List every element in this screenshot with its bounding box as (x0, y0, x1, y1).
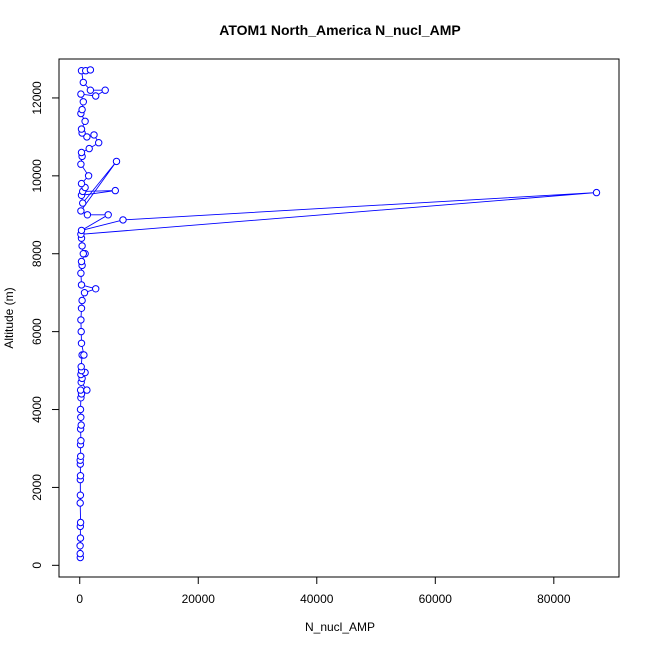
data-point (112, 157, 121, 166)
data-point (77, 226, 86, 235)
data-point (79, 78, 88, 87)
data-point (77, 179, 86, 188)
data-point (76, 549, 84, 558)
data-point (85, 144, 93, 153)
data-point (77, 257, 86, 266)
series-layer (76, 66, 601, 562)
data-point (76, 499, 84, 507)
data-point (77, 452, 85, 460)
data-point (119, 216, 127, 224)
data-point (79, 98, 88, 106)
y-tick-label: 6000 (30, 318, 44, 345)
data-point (84, 172, 93, 180)
data-point (78, 296, 86, 305)
plot-frame (58, 58, 620, 578)
data-point (76, 386, 85, 394)
data-point (77, 125, 86, 133)
data-point (77, 281, 86, 289)
data-point (83, 133, 91, 141)
data-point (92, 92, 100, 100)
data-point (78, 242, 86, 250)
y-tick-label: 4000 (30, 396, 44, 423)
x-axis-label: N_nucl_AMP (305, 620, 375, 634)
data-point (76, 542, 84, 550)
data-point (101, 86, 109, 94)
data-point (77, 160, 85, 168)
series-line (79, 69, 597, 558)
y-tick-label: 12000 (30, 81, 44, 115)
data-point (76, 472, 85, 480)
data-point (111, 186, 120, 195)
data-point (86, 66, 95, 74)
data-point (83, 386, 91, 394)
data-point (77, 413, 85, 421)
data-point (79, 199, 87, 207)
data-point (80, 351, 88, 359)
x-tick-label: 60000 (419, 592, 453, 606)
y-tick-label: 2000 (30, 474, 44, 501)
data-point (77, 437, 85, 445)
data-point (77, 316, 85, 324)
x-tick-label: 20000 (182, 592, 216, 606)
data-point (77, 207, 85, 215)
y-axis: 0 2000 4000 6000 8000 10000 12000 (30, 81, 60, 569)
data-point (77, 269, 85, 277)
data-point (76, 534, 85, 542)
data-point (95, 139, 103, 147)
data-point (86, 86, 95, 94)
data-point (77, 339, 86, 347)
y-tick-label: 10000 (30, 159, 44, 193)
data-point (90, 131, 98, 139)
data-point (76, 405, 85, 414)
data-point (77, 304, 86, 312)
data-point (104, 211, 112, 219)
y-axis-label: Altitude (m) (2, 287, 16, 348)
data-point (77, 327, 85, 336)
y-tick-label: 8000 (30, 240, 44, 267)
y-tick-label: 0 (30, 562, 44, 569)
data-point (77, 148, 86, 157)
x-tick-label: 80000 (537, 592, 571, 606)
data-point (76, 491, 85, 499)
x-tick-label: 40000 (300, 592, 334, 606)
chart-title: ATOM1 North_America N_nucl_AMP (219, 22, 460, 38)
data-point (81, 117, 89, 126)
data-point (76, 518, 85, 527)
data-point (79, 250, 88, 258)
data-point (80, 289, 89, 297)
data-point (78, 105, 86, 114)
data-point (592, 188, 601, 197)
data-point (83, 211, 92, 219)
data-point (92, 285, 100, 293)
data-point (77, 363, 85, 371)
data-point (77, 421, 85, 429)
data-point (77, 90, 85, 98)
x-tick-label: 0 (76, 592, 83, 606)
x-axis: 0 20000 40000 60000 80000 (76, 576, 571, 606)
